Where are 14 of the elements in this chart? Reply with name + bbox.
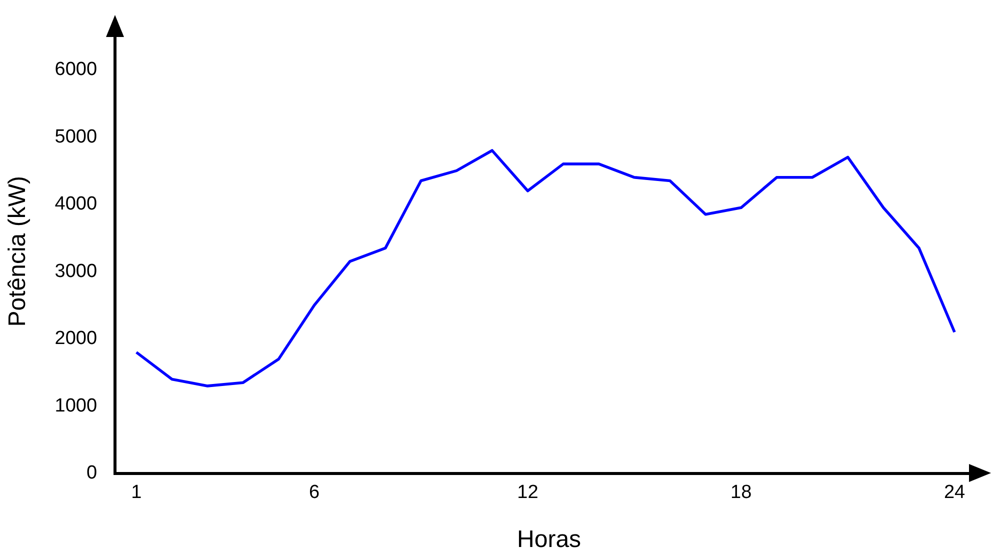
y-tick-label: 0 (86, 462, 98, 484)
x-axis-title: Horas (517, 526, 582, 554)
y-tick-label: 6000 (54, 59, 98, 80)
x-tick-label: 12 (517, 482, 538, 504)
y-tick-label: 4000 (54, 194, 98, 215)
y-axis-title: Potência (kW) (4, 176, 32, 327)
y-tick-label: 1000 (54, 395, 98, 416)
x-tick-label: 24 (944, 482, 966, 504)
x-tick-label: 18 (730, 482, 752, 504)
x-tick-label: 6 (308, 482, 320, 504)
y-tick-label: 5000 (54, 126, 98, 148)
x-tick-label: 1 (131, 482, 142, 504)
y-tick-label: 3000 (54, 260, 98, 282)
y-tick-label: 2000 (54, 328, 98, 350)
